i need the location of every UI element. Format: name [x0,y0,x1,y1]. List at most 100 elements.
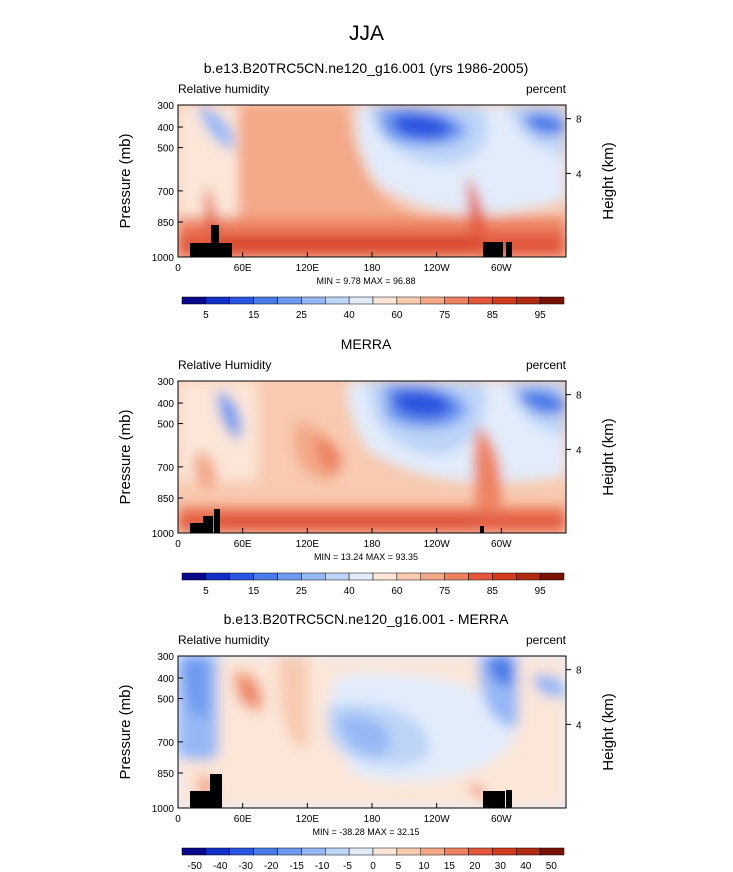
colorbar-swatch [301,847,326,856]
heatmap-contour [278,656,308,748]
y-axis-label: Pressure (mb) [117,133,134,228]
heatmap-contour [488,656,513,687]
colorbar-swatch [301,572,326,581]
colorbar-swatch [396,847,421,856]
heatmap-contour [238,105,418,215]
ytick-label: 850 [157,494,174,505]
colorbar-swatch [372,847,398,856]
colorbar-label: 15 [248,586,260,597]
xtick-label: 120W [424,539,451,550]
colorbar-swatch [420,572,445,581]
colorbar-swatch [348,572,374,581]
colorbar-swatch [492,572,517,581]
colorbar-label: 5 [396,861,402,872]
ytick-right-label: 4 [576,720,582,731]
colorbar-label: -5 [343,861,352,872]
topography-block [203,516,213,533]
topography-block [506,242,512,257]
heatmap-contour [238,680,257,705]
colorbar-label: 40 [344,586,356,597]
y-axis-right-label: Height (km) [600,142,617,220]
colorbar-swatch [229,296,254,305]
xtick-label: 120W [424,814,451,825]
heatmap-contour [193,451,217,491]
heatmap-contour [218,239,478,247]
colorbar-swatch [516,847,541,856]
topography-block [214,509,220,533]
colorbar-swatch [181,572,207,581]
colorbar-swatch [492,296,517,305]
colorbar-swatch [348,847,374,856]
xtick-label: 180 [364,814,381,825]
colorbar-swatch [205,847,230,856]
topography-block [506,790,512,808]
xtick-label: 180 [364,539,381,550]
colorbar-label: 40 [344,310,356,321]
panel-title: MERRA [341,336,392,352]
heatmap-contour [393,389,453,419]
heatmap-contour [533,674,566,698]
ytick-label: 300 [157,101,174,112]
y-axis-label: Pressure (mb) [117,409,134,504]
topography-block [480,526,484,533]
colorbar-swatch [444,572,469,581]
topography-block [220,243,232,257]
colorbar-label: -20 [264,861,279,872]
chart-panel-3: b.e13.B20TRC5CN.ne120_g16.001 - MERRA Rel… [117,611,617,872]
ytick-label: 400 [157,123,174,134]
ytick-right-label: 4 [576,169,582,180]
ytick-label: 500 [157,695,174,706]
heatmap-contours [178,656,566,808]
min-max-label: MIN = -38.28 MAX = 32.15 [312,827,419,837]
heatmap-contour [217,391,242,441]
colorbar-label: -10 [315,861,330,872]
xtick-label: 60E [234,539,252,550]
xtick-label: 60W [491,263,512,274]
heatmap-contour [467,175,485,235]
ytick-label: 850 [157,218,174,229]
ytick-label: 1000 [152,253,175,264]
topography-block [211,225,219,243]
ytick-label: 500 [157,144,174,155]
heatmap-contour [183,656,208,717]
colorbar-swatch [492,847,517,856]
colorbar-label: 25 [296,586,308,597]
heatmap-contour [518,389,566,415]
colorbar-label: 5 [203,310,209,321]
colorbar-label: 60 [391,586,403,597]
units-label: percent [526,82,567,96]
colorbar-swatch [372,296,398,305]
colorbar-swatch [325,572,350,581]
chart-panel-1: b.e13.B20TRC5CN.ne120_g16.001 (yrs 1986-… [117,60,617,321]
units-label: percent [526,633,567,647]
variable-label: Relative humidity [178,82,269,96]
xtick-label: 60W [491,814,512,825]
colorbar-label: 20 [469,861,481,872]
ytick-label: 500 [157,420,174,431]
colorbar-swatch [205,572,230,581]
colorbar-swatch [181,296,207,305]
colorbar-swatch [325,296,350,305]
colorbar-swatch [181,847,207,856]
topography-mask [190,774,512,808]
colorbar-swatch [468,847,493,856]
colorbar-label: 60 [391,310,403,321]
colorbar-swatch [516,572,541,581]
xtick-label: 120E [296,814,320,825]
units-label: percent [526,358,567,372]
ytick-right-label: 8 [576,115,582,126]
ytick-label: 400 [157,674,174,685]
xtick-label: 60W [491,539,512,550]
y-axis-right-label: Height (km) [600,418,617,496]
colorbar-label: 0 [370,861,376,872]
ytick-right-label: 8 [576,666,582,677]
xtick-label: 60E [234,263,252,274]
topography-mask [190,509,484,533]
colorbar-label: 75 [439,586,451,597]
xtick-label: 120E [296,539,320,550]
panel-title: b.e13.B20TRC5CN.ne120_g16.001 - MERRA [224,611,509,627]
xtick-label: 0 [175,263,181,274]
colorbar-label: 5 [203,586,209,597]
